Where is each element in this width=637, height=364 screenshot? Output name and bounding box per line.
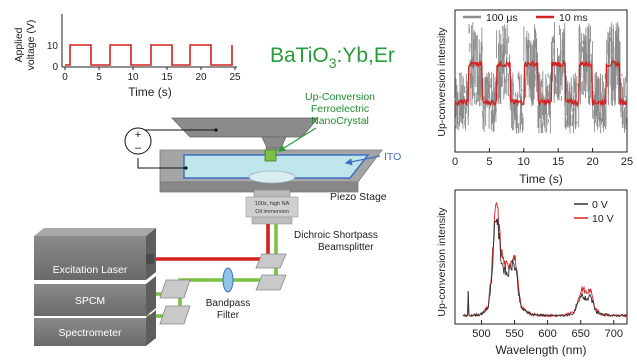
spectrum-legend: 0 V 10 V xyxy=(574,199,614,225)
spectrum-ylabel: Up-conversion intensity xyxy=(436,207,448,317)
legend-10v: 10 V xyxy=(592,213,614,225)
voltage-plus: + xyxy=(135,129,141,141)
time-trace-tick-label: 25 xyxy=(621,156,633,168)
voltage-ylabel-line1: Applied xyxy=(13,27,25,62)
time-trace-chart: Up-conversion intensity 0 5 10 15 20 25 Time … xyxy=(436,10,633,186)
nanocrystal xyxy=(265,150,276,161)
material-rest: :Yb,Er xyxy=(337,44,395,67)
time-trace-x-ticks: 0 5 10 15 20 25 xyxy=(452,148,633,168)
spectrum-tick-label: 550 xyxy=(505,328,523,340)
time-trace-tick-label: 20 xyxy=(586,156,598,168)
bandpass-filter xyxy=(223,268,233,292)
piezo-stage-label: Piezo Stage xyxy=(330,191,387,203)
material-subscript: 3 xyxy=(329,55,337,71)
material-formula: BaTiO3:Yb,Er xyxy=(270,44,395,71)
voltage-x-tick-label: 15 xyxy=(161,72,173,83)
spectrum-x-ticks: 500 550 600 650 700 xyxy=(472,320,623,340)
nanocrystal-label-1: Up-Conversion xyxy=(305,91,375,103)
ito-label: ITO xyxy=(384,151,401,163)
voltage-ylabel-line2: voltage (V) xyxy=(25,20,37,71)
voltage-x-tick-label: 10 xyxy=(127,72,139,83)
nanocrystal-label-2: Ferroelectric xyxy=(311,103,369,115)
cantilever xyxy=(172,118,318,137)
spectrum-0v-line xyxy=(463,218,627,317)
voltage-xlabel: Time (s) xyxy=(128,85,172,99)
time-trace-legend: 100 μs 10 ms xyxy=(463,12,588,24)
objective-top xyxy=(254,190,290,197)
wire-contact-bottom xyxy=(184,166,187,169)
voltage-x-ticks: 0 5 10 15 20 25 xyxy=(62,67,241,83)
spcm-label: SPCM xyxy=(75,295,105,307)
voltage-ytick: 0 xyxy=(52,62,58,73)
spectrum-chart: Up-conversion intensity 500 550 600 650 700 … xyxy=(436,190,627,357)
oil-drop xyxy=(249,171,295,183)
dichroic-mirror xyxy=(256,254,286,268)
voltage-x-tick-label: 0 xyxy=(62,72,68,83)
dichroic-label-2: Beamsplitter xyxy=(318,242,374,253)
time-trace-ylabel: Up-conversion intensity xyxy=(436,27,448,137)
objective-label-1: 100x, high NA xyxy=(255,201,290,207)
spcm-box: SPCM xyxy=(34,276,156,316)
bandpass-label-1: Bandpass xyxy=(206,298,250,309)
spectrum-xlabel: Wavelength (nm) xyxy=(496,343,587,357)
time-trace-xlabel: Time (s) xyxy=(519,172,563,186)
time-trace-tick-label: 0 xyxy=(452,156,458,168)
bandpass-label-2: Filter xyxy=(217,310,240,321)
legend-10ms: 10 ms xyxy=(559,12,588,24)
dichroic-label-1: Dichroic Shortpass xyxy=(294,230,378,241)
excitation-laser-box: Excitation Laser xyxy=(34,228,156,280)
spectrometer-label: Spectrometer xyxy=(58,327,122,339)
mirror-right xyxy=(256,275,286,290)
nanocrystal-label-3: NanoCrystal xyxy=(311,115,369,127)
voltage-square-wave xyxy=(65,45,232,65)
voltage-ytick: 10 xyxy=(47,41,59,52)
material-main: BaTiO xyxy=(270,44,329,67)
legend-0v: 0 V xyxy=(592,199,608,211)
objective-base xyxy=(252,217,292,224)
trace-100us-line xyxy=(455,22,627,133)
voltage-x-tick-label: 5 xyxy=(96,72,102,83)
laser-beam xyxy=(146,224,268,259)
spectrum-tick-label: 600 xyxy=(538,328,556,340)
spectrum-tick-label: 700 xyxy=(605,328,623,340)
time-trace-tick-label: 5 xyxy=(486,156,492,168)
objective-label-2: Oil immersion xyxy=(255,209,289,215)
voltage-x-tick-label: 20 xyxy=(195,72,207,83)
excitation-laser-label: Excitation Laser xyxy=(53,264,128,276)
voltage-x-tick-label: 25 xyxy=(229,72,241,83)
legend-100us: 100 μs xyxy=(486,12,518,24)
voltage-inset: Applied voltage (V) 10 0 0 5 10 15 20 25 Time… xyxy=(13,14,241,99)
spectrum-tick-label: 650 xyxy=(572,328,590,340)
time-trace-tick-label: 10 xyxy=(518,156,530,168)
wire-contact-top xyxy=(214,128,217,131)
voltage-minus: – xyxy=(135,142,142,154)
mirror-left-top xyxy=(160,280,190,298)
time-trace-tick-label: 15 xyxy=(552,156,564,168)
setup-schematic: + – Up-Conversion Ferroelectric NanoCrys… xyxy=(34,91,401,346)
time-trace-series-100us xyxy=(455,22,627,133)
spectrum-tick-label: 500 xyxy=(472,328,490,340)
mirror-left-bottom xyxy=(160,306,190,324)
